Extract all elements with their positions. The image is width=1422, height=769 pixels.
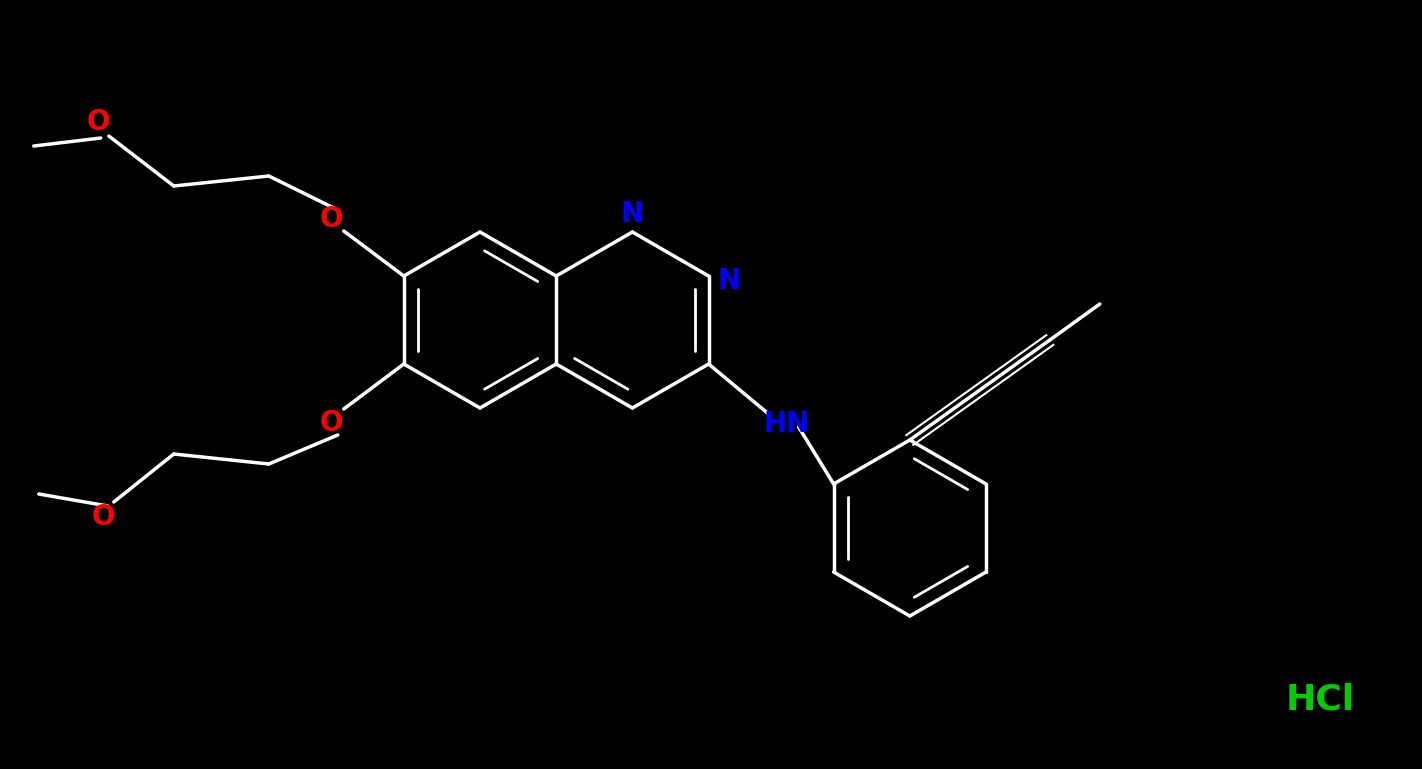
Text: N: N — [717, 267, 741, 295]
Text: O: O — [320, 205, 344, 233]
Text: O: O — [320, 409, 344, 437]
Text: O: O — [87, 108, 111, 136]
Text: N: N — [621, 200, 644, 228]
Text: HN: HN — [764, 410, 809, 438]
Text: O: O — [92, 503, 115, 531]
Text: HCl: HCl — [1285, 683, 1355, 717]
